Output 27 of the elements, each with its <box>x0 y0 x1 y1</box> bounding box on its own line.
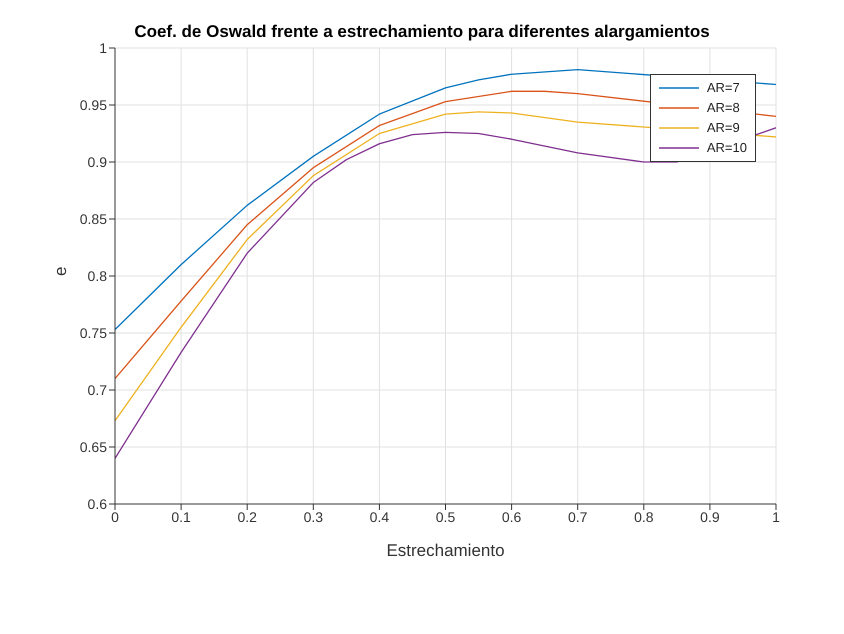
y-tick-label: 1 <box>99 40 108 56</box>
x-tick-label: 0 <box>111 508 120 525</box>
y-tick-label: 0.75 <box>80 324 108 341</box>
x-axis-title: Estrechamiento <box>386 541 505 560</box>
x-tick-label: 0.4 <box>370 508 390 525</box>
y-tick-label: 0.95 <box>80 96 108 113</box>
legend-label: AR=8 <box>706 99 740 117</box>
chart-title: Coef. de Oswald frente a estrechamiento para diferentes alargamientos <box>134 22 710 41</box>
y-tick-label: 0.65 <box>80 438 108 455</box>
y-tick-label: 0.7 <box>88 382 108 398</box>
y-tick-label: 0.9 <box>88 154 108 170</box>
x-tick-label: 0.2 <box>237 508 258 525</box>
y-tick-label: 0.8 <box>88 268 108 284</box>
x-tick-label: 1 <box>772 508 780 525</box>
legend-label: AR=7 <box>706 79 740 97</box>
x-tick-label: 0.5 <box>436 508 456 525</box>
x-tick-label: 0.8 <box>634 508 654 525</box>
x-tick-label: 0.7 <box>568 508 588 525</box>
x-tick-label: 0.6 <box>502 508 522 525</box>
y-tick-label: 0.85 <box>80 210 108 227</box>
legend-label: AR=10 <box>706 139 747 157</box>
y-axis-title: e <box>51 266 70 276</box>
y-tick-label: 0.6 <box>88 496 108 512</box>
legend-label: AR=9 <box>706 119 740 137</box>
x-tick-label: 0.9 <box>700 508 720 525</box>
x-tick-label: 0.1 <box>171 508 192 525</box>
x-tick-label: 0.3 <box>304 508 324 525</box>
